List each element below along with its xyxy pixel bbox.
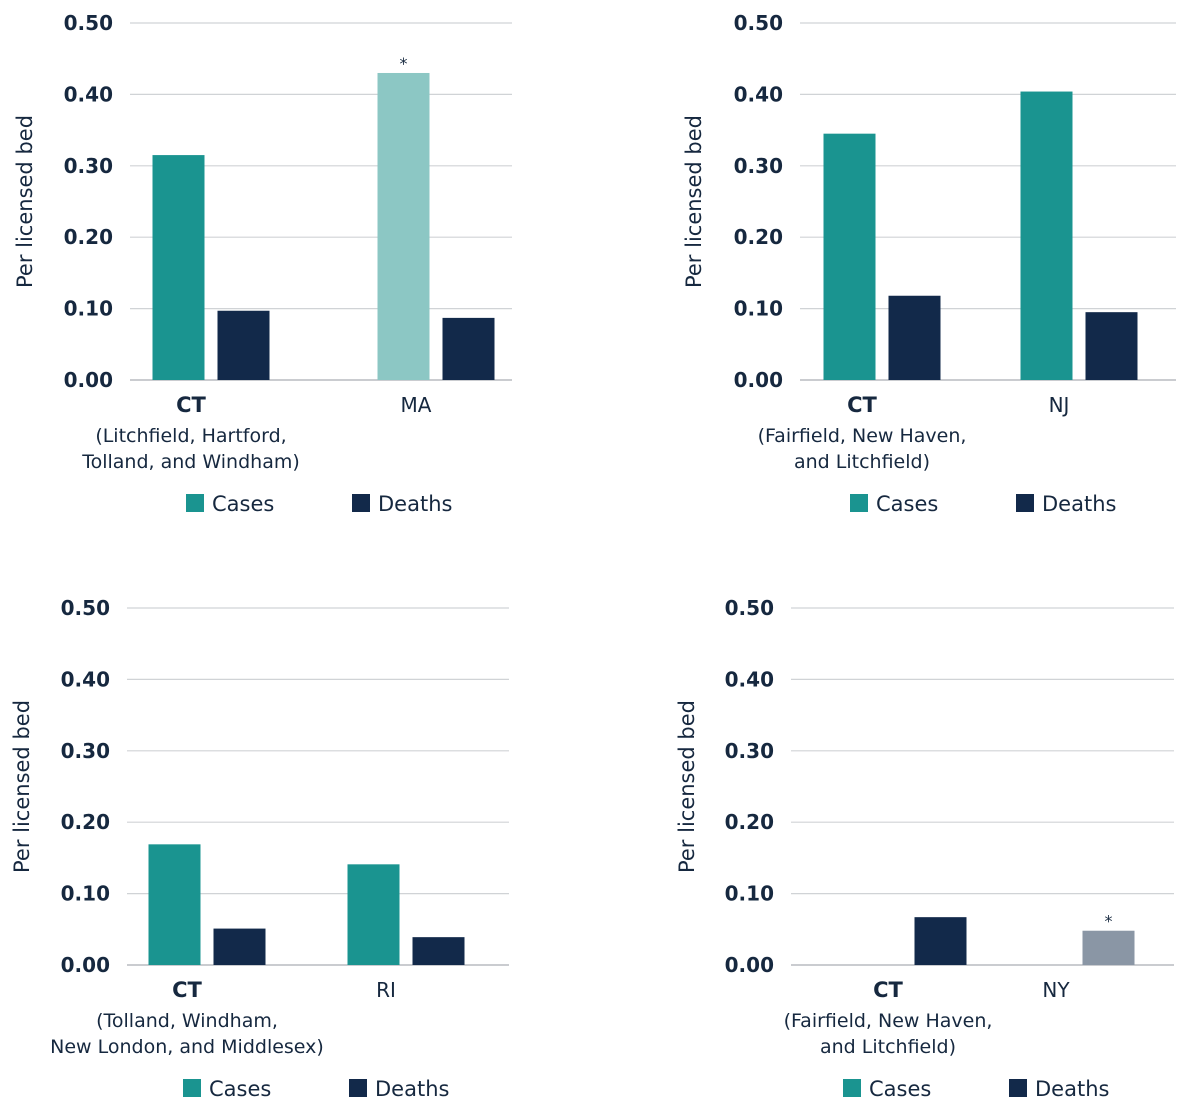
x-category-sublabel: and Litchfield)	[794, 451, 930, 473]
y-tick-label: 0.50	[64, 11, 113, 35]
legend-swatch-cases	[843, 1079, 861, 1097]
x-category-label: CT	[176, 393, 206, 417]
y-tick-label: 0.30	[61, 739, 110, 763]
bar-deaths	[1082, 930, 1135, 965]
x-category-label: CT	[873, 978, 903, 1002]
x-category-sublabel: (Fairfield, New Haven,	[758, 425, 967, 447]
legend-swatch-deaths	[1009, 1079, 1027, 1097]
legend-swatch-deaths	[1016, 494, 1034, 512]
bar-cases	[152, 155, 205, 380]
y-tick-label: 0.00	[64, 368, 113, 392]
bar-cases	[347, 864, 400, 965]
y-axis-label: Per licensed bed	[682, 115, 706, 288]
legend-swatch-cases	[183, 1079, 201, 1097]
y-axis-label: Per licensed bed	[675, 700, 699, 873]
x-category-sublabel: New London, and Middlesex)	[50, 1036, 324, 1058]
legend-label-cases: Cases	[876, 492, 938, 516]
legend-swatch-cases	[186, 494, 204, 512]
x-category-sublabel: and Litchfield)	[820, 1036, 956, 1058]
legend-swatch-deaths	[349, 1079, 367, 1097]
y-tick-label: 0.40	[734, 82, 783, 106]
y-tick-label: 0.50	[734, 11, 783, 35]
y-tick-label: 0.10	[725, 882, 774, 906]
y-axis-label: Per licensed bed	[13, 115, 37, 288]
y-tick-label: 0.40	[64, 82, 113, 106]
x-category-label: NY	[1042, 978, 1070, 1002]
x-category-sublabel: (Fairfield, New Haven,	[784, 1010, 993, 1032]
bar-deaths	[213, 928, 266, 965]
x-category-label: CT	[847, 393, 877, 417]
x-category-label: CT	[172, 978, 202, 1002]
y-tick-label: 0.30	[64, 154, 113, 178]
bar-deaths	[1085, 312, 1138, 380]
legend-swatch-deaths	[352, 494, 370, 512]
legend-label-deaths: Deaths	[1042, 492, 1116, 516]
bar-deaths	[442, 317, 495, 380]
legend-label-cases: Cases	[869, 1077, 931, 1100]
bar-deaths	[888, 295, 941, 380]
y-tick-label: 0.10	[64, 297, 113, 321]
y-tick-label: 0.40	[61, 667, 110, 691]
x-category-label: RI	[376, 978, 396, 1002]
bar-cases	[377, 72, 430, 380]
legend-swatch-cases	[850, 494, 868, 512]
y-tick-label: 0.30	[725, 739, 774, 763]
bar-cases	[148, 844, 201, 965]
bar-annotation: *	[1105, 912, 1113, 931]
y-tick-label: 0.20	[725, 810, 774, 834]
legend-label-cases: Cases	[212, 492, 274, 516]
x-category-label: NJ	[1049, 393, 1070, 417]
y-tick-label: 0.20	[61, 810, 110, 834]
x-category-sublabel: (Tolland, Windham,	[96, 1010, 278, 1032]
y-tick-label: 0.00	[61, 953, 110, 977]
bar-cases	[823, 133, 876, 380]
y-tick-label: 0.40	[725, 667, 774, 691]
legend-label-deaths: Deaths	[378, 492, 452, 516]
y-tick-label: 0.50	[725, 596, 774, 620]
y-tick-label: 0.10	[61, 882, 110, 906]
y-tick-label: 0.30	[734, 154, 783, 178]
y-tick-label: 0.20	[734, 225, 783, 249]
bar-annotation: *	[400, 54, 408, 73]
bar-deaths	[914, 917, 967, 965]
bar-deaths	[412, 937, 465, 965]
x-category-sublabel: Tolland, and Windham)	[81, 451, 300, 473]
bar-deaths	[217, 310, 270, 380]
legend-label-deaths: Deaths	[1035, 1077, 1109, 1100]
legend-label-cases: Cases	[209, 1077, 271, 1100]
bar-cases	[1020, 91, 1073, 380]
legend-label-deaths: Deaths	[375, 1077, 449, 1100]
y-axis-label: Per licensed bed	[10, 700, 34, 873]
y-tick-label: 0.50	[61, 596, 110, 620]
x-category-label: MA	[401, 393, 432, 417]
x-category-sublabel: (Litchfield, Hartford,	[95, 425, 286, 447]
y-tick-label: 0.10	[734, 297, 783, 321]
y-tick-label: 0.20	[64, 225, 113, 249]
y-tick-label: 0.00	[734, 368, 783, 392]
y-tick-label: 0.00	[725, 953, 774, 977]
